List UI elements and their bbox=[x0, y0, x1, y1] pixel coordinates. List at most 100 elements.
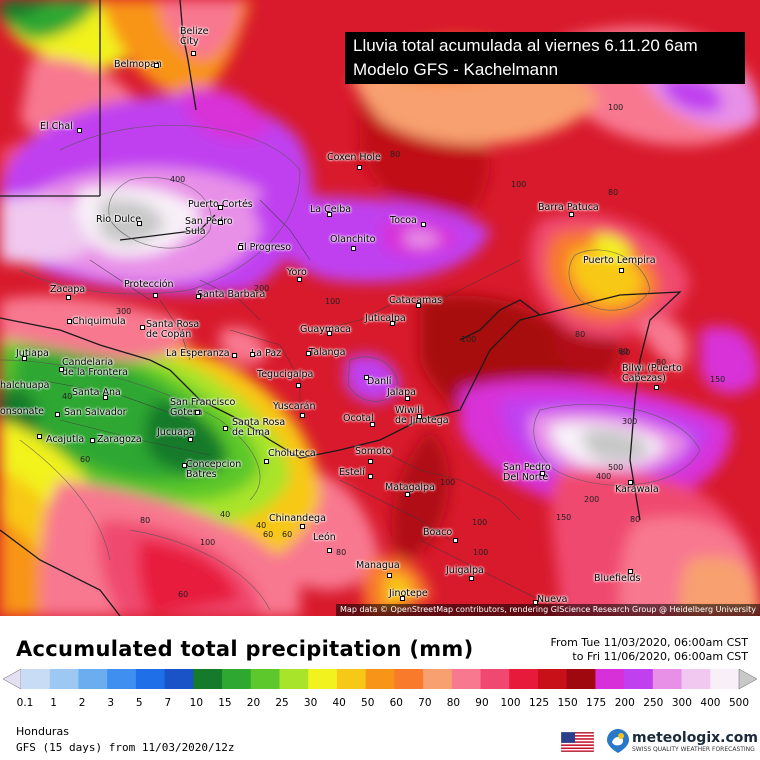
city-label-matagalpa: Matagalpa bbox=[385, 482, 435, 493]
city-label-boaco: Boaco bbox=[423, 527, 453, 538]
city-label-tocoa: Tocoa bbox=[390, 215, 417, 226]
colorbar-segment bbox=[107, 669, 137, 689]
colorbar-segment bbox=[423, 669, 453, 689]
colorbar-segment bbox=[193, 669, 223, 689]
map-title-line1: Lluvia total acumulada al viernes 6.11.2… bbox=[353, 36, 698, 55]
city-label-acajutla: Acajutla bbox=[46, 434, 85, 445]
city-label-choluteca: Choluteca bbox=[268, 448, 316, 459]
colorbar-tick-label: 0.1 bbox=[16, 697, 34, 709]
colorbar-tick-label: 30 bbox=[303, 697, 318, 709]
city-marker bbox=[137, 221, 142, 226]
legend-title: Accumulated total precipitation (mm) bbox=[16, 637, 474, 661]
colorbar-tick-label: 10 bbox=[189, 697, 204, 709]
city-marker bbox=[628, 569, 633, 574]
contour-value-label: 100 bbox=[325, 297, 341, 306]
city-label-ocotal: Ocotal bbox=[343, 413, 374, 424]
colorbar-segment bbox=[308, 669, 338, 689]
city-label-la-ceiba: La Ceiba bbox=[310, 204, 352, 215]
city-marker bbox=[357, 165, 362, 170]
contour-value-label: 80 bbox=[608, 188, 619, 197]
city-label-managua: Managua bbox=[356, 560, 400, 571]
contour-value-label: 100 bbox=[473, 548, 489, 557]
city-marker bbox=[569, 212, 574, 217]
city-marker bbox=[67, 319, 72, 324]
contour-value-label: 100 bbox=[511, 180, 527, 189]
city-marker bbox=[140, 325, 145, 330]
colorbar-segment bbox=[681, 669, 711, 689]
city-label-san-salvador: San Salvador bbox=[64, 407, 127, 418]
footer-info: Honduras GFS (15 days) from 11/03/2020/1… bbox=[16, 724, 235, 756]
colorbar-tick-label: 175 bbox=[586, 697, 607, 709]
colorbar-tick-label: 300 bbox=[671, 697, 692, 709]
city-label-olanchito: Olanchito bbox=[330, 234, 376, 245]
city-label-tegucigalpa: Tegucigalpa bbox=[257, 369, 314, 380]
city-label-esteli: Estelí bbox=[339, 467, 365, 478]
city-label-sonsonate: onsonate bbox=[0, 406, 45, 417]
colorbar-tick-label: 5 bbox=[135, 697, 143, 709]
colorbar-tick-label: 80 bbox=[446, 697, 461, 709]
city-label-san-pedro-del-norte: San Pedro Del Norte bbox=[503, 462, 551, 483]
city-label-belize-city: Belize City bbox=[180, 26, 209, 47]
city-marker bbox=[90, 438, 95, 443]
colorbar-segment bbox=[336, 669, 367, 689]
precipitation-map[interactable]: Lluvia total acumulada al viernes 6.11.2… bbox=[0, 0, 760, 616]
colorbar-segment bbox=[78, 669, 108, 689]
city-label-jalapa: Jalapa bbox=[387, 387, 416, 398]
us-flag-icon[interactable] bbox=[561, 732, 594, 752]
city-label-candelaria: Candelaria de la Frontera bbox=[62, 357, 128, 378]
contour-value-label: 200 bbox=[254, 284, 270, 293]
city-marker bbox=[66, 295, 71, 300]
city-label-el-chal: El Chal bbox=[40, 121, 73, 132]
contour-value-label: 100 bbox=[461, 335, 477, 344]
contour-value-label: 100 bbox=[440, 478, 456, 487]
city-label-wiwili: Wiwili de Jinotega bbox=[395, 405, 449, 426]
colorbar-segment bbox=[652, 669, 683, 689]
colorbar-segment bbox=[21, 669, 51, 689]
contour-value-label: 60 bbox=[282, 530, 293, 539]
colorbar-under-arrow bbox=[3, 668, 22, 690]
city-marker bbox=[370, 422, 375, 427]
city-label-bilwi: Bilwi (Puerto Cabezas) bbox=[622, 363, 682, 384]
colorbar-tick-label: 250 bbox=[643, 697, 664, 709]
city-marker bbox=[195, 410, 200, 415]
city-marker bbox=[368, 474, 373, 479]
legend-range-from: From Tue 11/03/2020, 06:00am CST bbox=[550, 636, 748, 649]
city-marker bbox=[59, 367, 64, 372]
city-label-la-esperanza: La Esperanza bbox=[166, 348, 230, 359]
contour-value-label: 300 bbox=[622, 417, 638, 426]
colorbar-tick-label: 400 bbox=[700, 697, 721, 709]
city-label-chiquimula: Chiquimula bbox=[72, 316, 126, 327]
contour-value-label: 60 bbox=[80, 455, 91, 464]
colorbar-segment bbox=[164, 669, 194, 689]
contour-value-label: 200 bbox=[584, 495, 600, 504]
city-marker bbox=[453, 538, 458, 543]
contour-value-label: 80 bbox=[390, 150, 401, 159]
model-run: GFS (15 days) from 11/03/2020/12z bbox=[16, 741, 235, 754]
city-label-san-francisco-gotera: San Francisco Gotera bbox=[170, 397, 236, 418]
colorbar-tick-label: 100 bbox=[500, 697, 521, 709]
map-attribution[interactable]: Map data © OpenStreetMap contributors, r… bbox=[336, 604, 760, 616]
city-label-somoto: Somoto bbox=[355, 446, 392, 457]
contour-value-label: 400 bbox=[170, 175, 186, 184]
colorbar-segment bbox=[451, 669, 482, 689]
colorbar-tick-label: 7 bbox=[164, 697, 172, 709]
colorbar-tick-label: 50 bbox=[361, 697, 375, 709]
city-marker bbox=[232, 353, 237, 358]
city-marker bbox=[327, 548, 332, 553]
city-label-belmopan: Belmopan bbox=[114, 59, 162, 70]
city-label-la-paz: La Paz bbox=[251, 348, 282, 359]
city-marker bbox=[223, 426, 228, 431]
colorbar-tick-label: 60 bbox=[389, 697, 403, 709]
city-marker bbox=[327, 331, 332, 336]
colorbar-tick-label: 1 bbox=[50, 697, 57, 709]
contour-value-label: 80 bbox=[630, 515, 641, 524]
city-marker bbox=[540, 471, 545, 476]
city-marker bbox=[405, 396, 410, 401]
city-marker bbox=[387, 573, 392, 578]
city-marker bbox=[327, 212, 332, 217]
contour-value-label: 100 bbox=[472, 518, 488, 527]
city-marker bbox=[296, 383, 301, 388]
contour-value-label: 100 bbox=[608, 103, 624, 112]
city-marker bbox=[405, 492, 410, 497]
city-marker bbox=[297, 277, 302, 282]
